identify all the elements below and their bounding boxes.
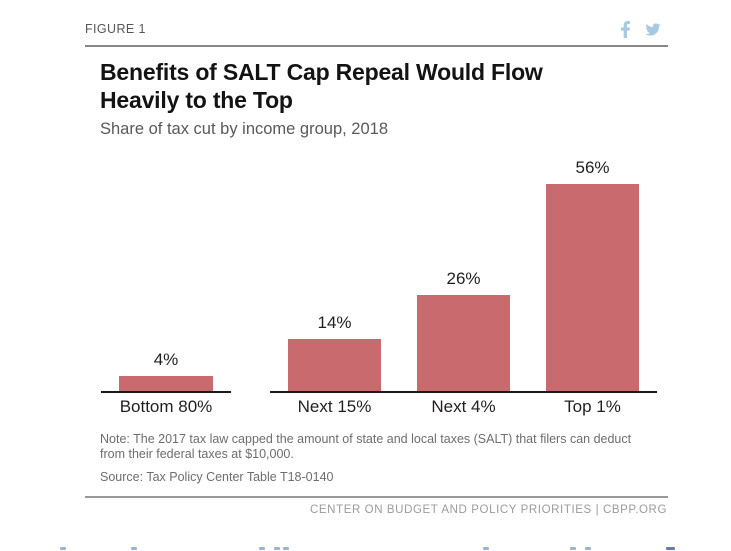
bar-value-label: 14% — [317, 313, 352, 332]
footer-divider — [85, 496, 668, 498]
bar-category-label: Bottom 80% — [119, 397, 213, 416]
chart-title: Benefits of SALT Cap Repeal Would Flow H… — [100, 59, 543, 113]
bar-cell: 4% — [119, 350, 213, 391]
twitter-share-icon[interactable] — [644, 22, 662, 37]
bar-cell: 56% — [546, 158, 639, 391]
note-text: Note: The 2017 tax law capped the amount… — [100, 432, 632, 461]
chart-subtitle: Share of tax cut by income group, 2018 — [100, 120, 389, 138]
share-icons — [620, 20, 668, 38]
category-labels-right: Next 15% Next 4% Top 1% — [270, 393, 657, 417]
bar-category-label: Next 4% — [431, 397, 496, 416]
category-labels-left: Bottom 80% — [101, 393, 231, 417]
bar-top-1 — [546, 184, 639, 391]
axis-group-bottom-80: 4% Bottom 80% — [101, 157, 231, 417]
facebook-share-icon[interactable] — [620, 20, 631, 38]
figure-header: FIGURE 1 — [85, 20, 668, 38]
bar-bottom-80 — [119, 376, 213, 391]
bar-value-label: 4% — [153, 350, 179, 369]
header-divider — [85, 45, 668, 47]
bar-cell: 26% — [417, 269, 510, 391]
figure-label: FIGURE 1 — [85, 22, 146, 36]
source-text: Source: Tax Policy Center Table T18-0140 — [100, 470, 334, 484]
bar-value-label: 26% — [446, 269, 481, 288]
bar-category-label: Next 15% — [297, 397, 372, 416]
bar-value-label: 56% — [575, 158, 610, 177]
bar-cell: 14% — [288, 313, 381, 391]
axis-group-top-20: 14% 26% 56% Next 15% Next 4% Top 1 — [270, 157, 657, 417]
bar-next-4 — [417, 295, 510, 391]
bar-next-15 — [288, 339, 381, 391]
bar-chart: 4% Bottom 80% 14% 26% — [101, 157, 668, 417]
footer-credit: CENTER ON BUDGET AND POLICY PRIORITIES |… — [309, 504, 667, 516]
bar-category-label: Top 1% — [564, 397, 621, 416]
axis-baseline-left: 4% — [101, 157, 231, 393]
axis-baseline-right: 14% 26% 56% — [270, 157, 657, 393]
